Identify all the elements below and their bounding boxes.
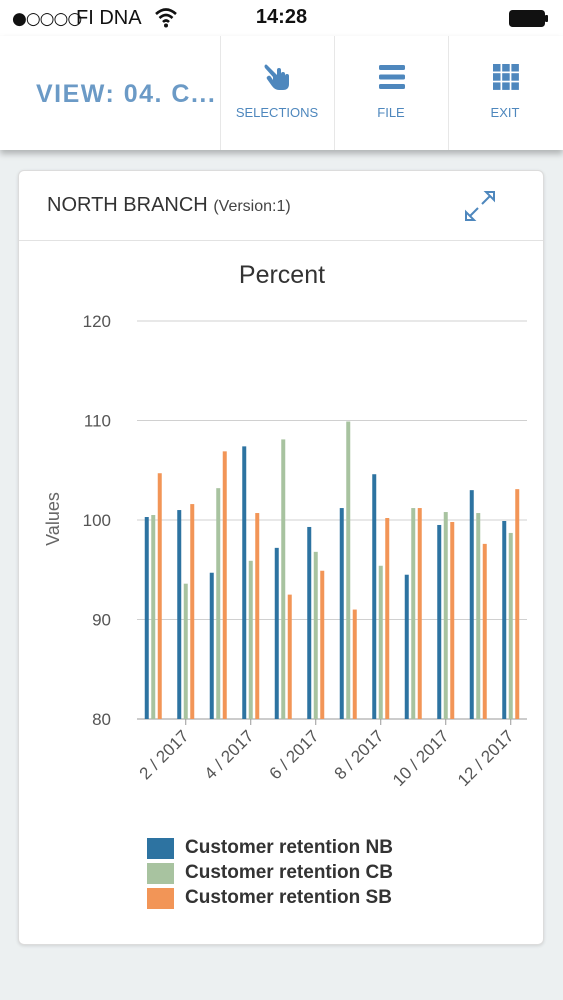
bar[interactable] (287, 594, 292, 719)
x-tick-label: 8 / 2017 (331, 726, 388, 783)
y-tick-label: 80 (92, 710, 111, 729)
x-tick-label: 2 / 2017 (136, 726, 193, 783)
bar[interactable] (378, 565, 383, 719)
legend-label: Customer retention NB (185, 837, 393, 858)
bar[interactable] (443, 512, 448, 719)
bar[interactable] (482, 543, 487, 719)
clock: 14:28 (255, 6, 308, 28)
bar[interactable] (476, 513, 481, 719)
menu-lines-icon (379, 65, 405, 89)
bar[interactable] (242, 446, 247, 719)
y-tick-label: 90 (92, 611, 111, 630)
exit-label: EXIT (490, 105, 520, 120)
bar[interactable] (385, 518, 390, 719)
bar[interactable] (352, 609, 357, 719)
x-tick-label: 4 / 2017 (201, 726, 258, 783)
y-axis-label: Values (43, 492, 63, 546)
x-tick-label: 6 / 2017 (266, 726, 323, 783)
exit-button[interactable]: EXIT (448, 36, 561, 150)
bar[interactable] (320, 570, 325, 719)
bar[interactable] (248, 560, 253, 719)
bar[interactable] (307, 526, 312, 719)
bar[interactable] (274, 547, 279, 719)
bar[interactable] (469, 490, 474, 719)
bar[interactable] (209, 572, 214, 719)
bar[interactable] (255, 513, 260, 719)
status-bar: ●○○○○ FI DNA 14:28 (0, 0, 563, 36)
grid-icon (493, 64, 519, 90)
bar[interactable] (450, 521, 455, 719)
selections-label: SELECTIONS (235, 105, 319, 120)
bar[interactable] (177, 510, 182, 719)
legend-swatch (147, 863, 174, 884)
bar[interactable] (417, 508, 422, 719)
bar[interactable] (313, 551, 318, 719)
expand-arrows-icon[interactable] (462, 188, 498, 224)
y-tick-label: 110 (84, 412, 111, 431)
legend-label: Customer retention CB (185, 862, 393, 883)
bar[interactable] (411, 508, 416, 719)
bar[interactable] (216, 488, 221, 719)
bar[interactable] (339, 508, 344, 719)
bar[interactable] (437, 524, 442, 719)
legend-swatch (147, 838, 174, 859)
carrier-name: FI DNA (76, 7, 142, 29)
bar[interactable] (372, 474, 377, 719)
bar[interactable] (183, 583, 188, 719)
legend-label: Customer retention SB (185, 887, 392, 908)
bar[interactable] (157, 473, 162, 719)
chart-card: NORTH BRANCH (Version:1) Percent Values … (18, 170, 544, 945)
signal-strength-indicator: ●○○○○ (12, 9, 82, 29)
x-tick-label: 12 / 2017 (454, 726, 518, 790)
card-title: NORTH BRANCH (Version:1) (47, 194, 291, 217)
bar[interactable] (144, 517, 149, 719)
bar[interactable] (281, 439, 286, 719)
wifi-icon (155, 8, 177, 28)
bar[interactable] (190, 504, 195, 719)
chart-title: Percent (239, 261, 325, 289)
bar-chart: Percent Values 80 90 100 110 120 2 / 2017 4 /… (43, 261, 527, 790)
bar[interactable] (346, 421, 351, 719)
bar[interactable] (502, 520, 507, 719)
card-version: (Version:1) (213, 198, 291, 215)
hand-pointer-icon (264, 64, 289, 90)
selections-button[interactable]: SELECTIONS (220, 36, 333, 150)
bar[interactable] (515, 489, 520, 719)
card-title-text: NORTH BRANCH (47, 194, 208, 216)
file-label: FILE (377, 105, 405, 120)
y-tick-label: 120 (83, 312, 111, 331)
bar[interactable] (222, 451, 227, 719)
view-title[interactable]: VIEW: 04. C... (36, 80, 217, 108)
file-button[interactable]: FILE (334, 36, 447, 150)
battery-icon (509, 10, 548, 27)
y-tick-label: 100 (83, 511, 111, 530)
bar[interactable] (151, 515, 156, 719)
x-tick-label: 10 / 2017 (389, 726, 453, 790)
bar[interactable] (508, 532, 513, 719)
app-toolbar: VIEW: 04. C... SELECTIONS FILE EXIT (0, 36, 563, 150)
legend-swatch (147, 888, 174, 909)
bar[interactable] (404, 574, 409, 719)
card-header: NORTH BRANCH (Version:1) (19, 171, 543, 241)
